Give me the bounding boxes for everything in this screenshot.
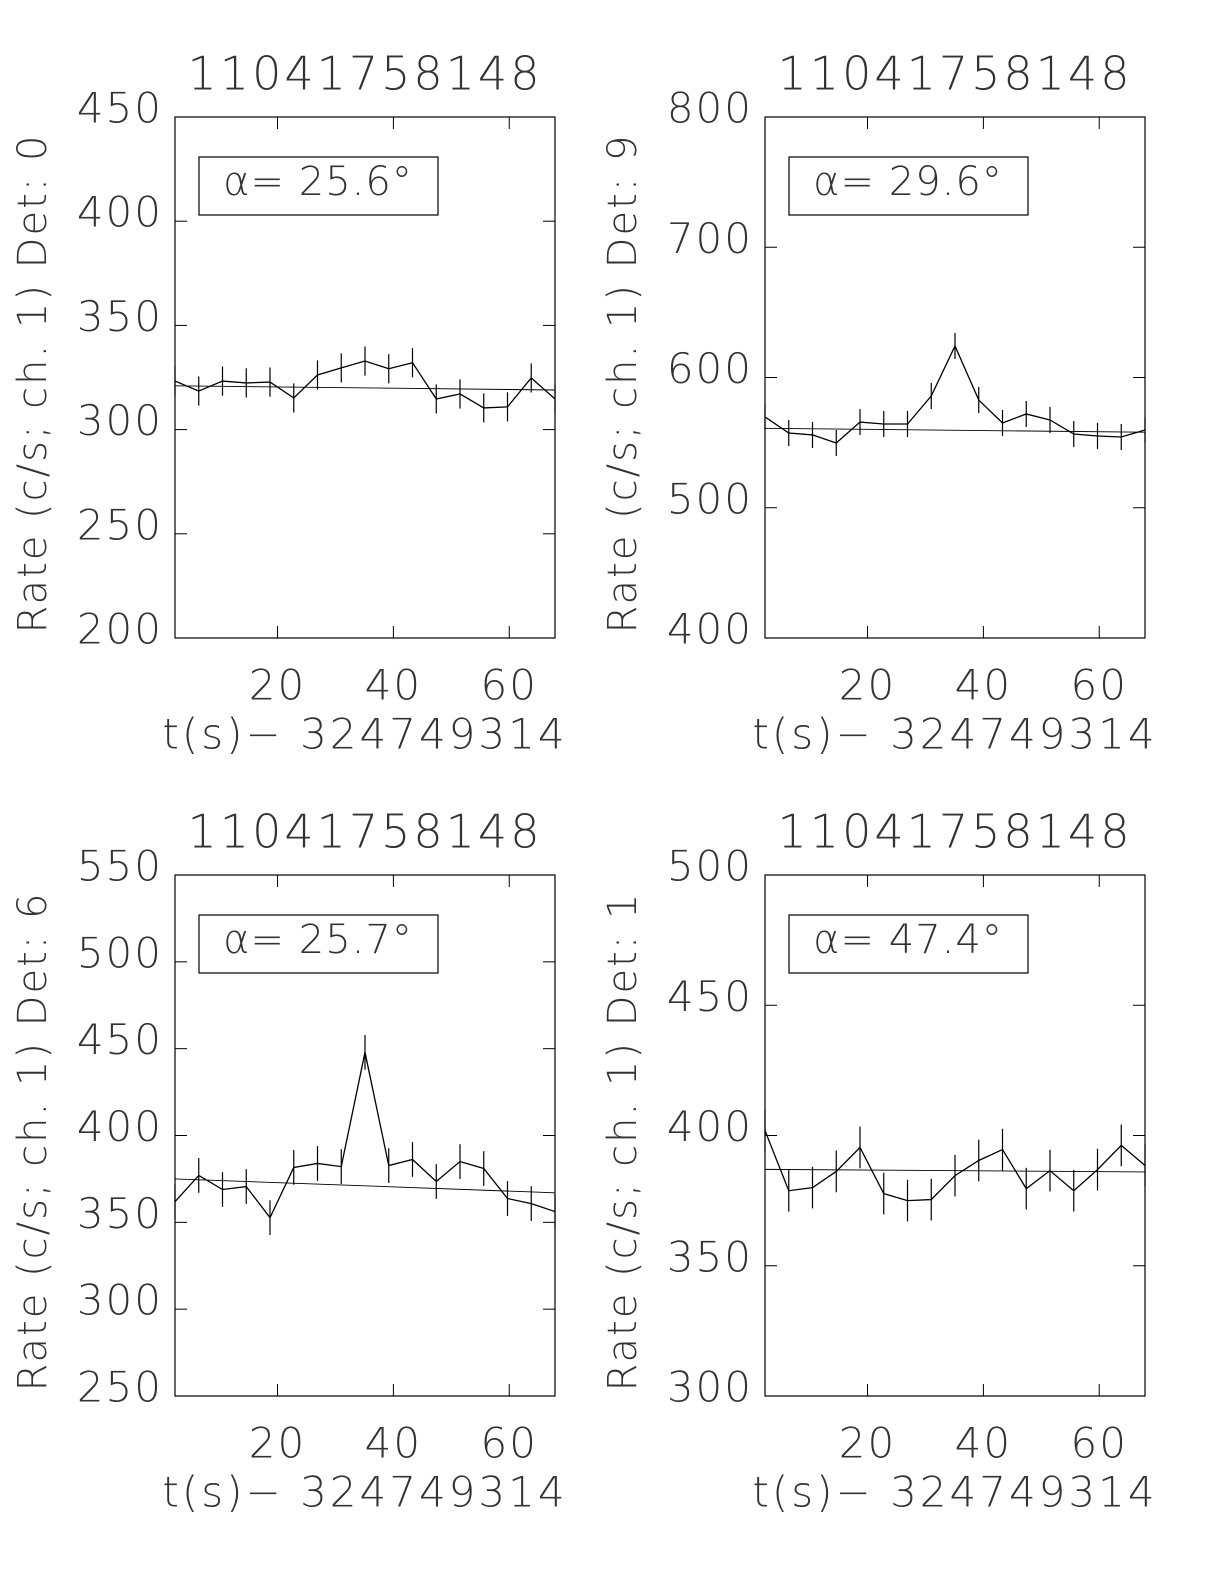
annotation: α= 29.6°: [813, 159, 1003, 205]
y-tick-label: 450: [667, 972, 753, 1021]
y-tick-label: 400: [77, 188, 163, 237]
x-tick-label: 60: [481, 1419, 538, 1468]
y-tick-label: 350: [77, 1189, 163, 1238]
x-tick-label: 20: [839, 1419, 896, 1468]
fit-line: [174, 1178, 556, 1194]
annotation-box: [198, 156, 439, 216]
x-tick-label: 60: [1071, 661, 1128, 710]
y-tick-label: 350: [77, 292, 163, 341]
chart-title: 11041758148: [188, 47, 543, 101]
x-tick-label: 60: [481, 661, 538, 710]
y-tick-label: 400: [667, 605, 753, 654]
y-tick-label: 500: [667, 842, 753, 891]
annotation: α= 25.7°: [223, 917, 413, 963]
y-tick-label: 450: [77, 1015, 163, 1064]
y-tick-label: 300: [77, 396, 163, 445]
y-tick-label: 200: [77, 605, 163, 654]
y-axis-label: Rate (c/s; ch. 1) Det: 1: [600, 892, 646, 1392]
y-tick-label: 300: [77, 1276, 163, 1325]
x-tick-label: 20: [249, 661, 306, 710]
annotation-box: [788, 156, 1029, 216]
x-tick-label: 60: [1071, 1419, 1128, 1468]
chart-title: 11041758148: [778, 47, 1133, 101]
y-tick-label: 250: [77, 1363, 163, 1412]
x-axis-label: t(s)− 324749314: [752, 1468, 1157, 1517]
y-tick-label: 700: [667, 214, 753, 263]
x-axis-label: t(s)− 324749314: [162, 710, 567, 759]
x-axis-label: t(s)− 324749314: [162, 1468, 567, 1517]
y-tick-label: 800: [667, 84, 753, 133]
y-tick-label: 250: [77, 500, 163, 549]
annotation-box: [198, 914, 439, 974]
y-tick-label: 500: [77, 928, 163, 977]
y-tick-label: 300: [667, 1363, 753, 1412]
chart-title: 11041758148: [778, 805, 1133, 859]
x-tick-label: 20: [839, 661, 896, 710]
y-axis-label: Rate (c/s; ch. 1) Det: 6: [10, 892, 56, 1392]
y-tick-label: 450: [77, 84, 163, 133]
y-tick-label: 550: [77, 842, 163, 891]
y-tick-label: 350: [667, 1232, 753, 1281]
fit-line: [764, 1168, 1146, 1173]
data-line: [174, 1052, 556, 1219]
chart-title: 11041758148: [188, 805, 543, 859]
y-tick-label: 600: [667, 344, 753, 393]
x-tick-label: 20: [249, 1419, 306, 1468]
annotation-box: [788, 914, 1029, 974]
x-tick-label: 40: [955, 1419, 1012, 1468]
y-tick-label: 400: [667, 1102, 753, 1151]
x-tick-label: 40: [955, 661, 1012, 710]
annotation: α= 47.4°: [813, 917, 1003, 963]
x-axis-label: t(s)− 324749314: [752, 710, 1157, 759]
annotation: α= 25.6°: [223, 159, 413, 205]
y-tick-label: 400: [77, 1102, 163, 1151]
x-tick-label: 40: [365, 1419, 422, 1468]
fit-line: [764, 427, 1146, 433]
y-axis-label: Rate (c/s; ch. 1) Det: 0: [10, 134, 56, 634]
x-tick-label: 40: [365, 661, 422, 710]
y-axis-label: Rate (c/s; ch. 1) Det: 9: [600, 134, 646, 634]
y-tick-label: 500: [667, 474, 753, 523]
fit-line: [174, 385, 556, 391]
